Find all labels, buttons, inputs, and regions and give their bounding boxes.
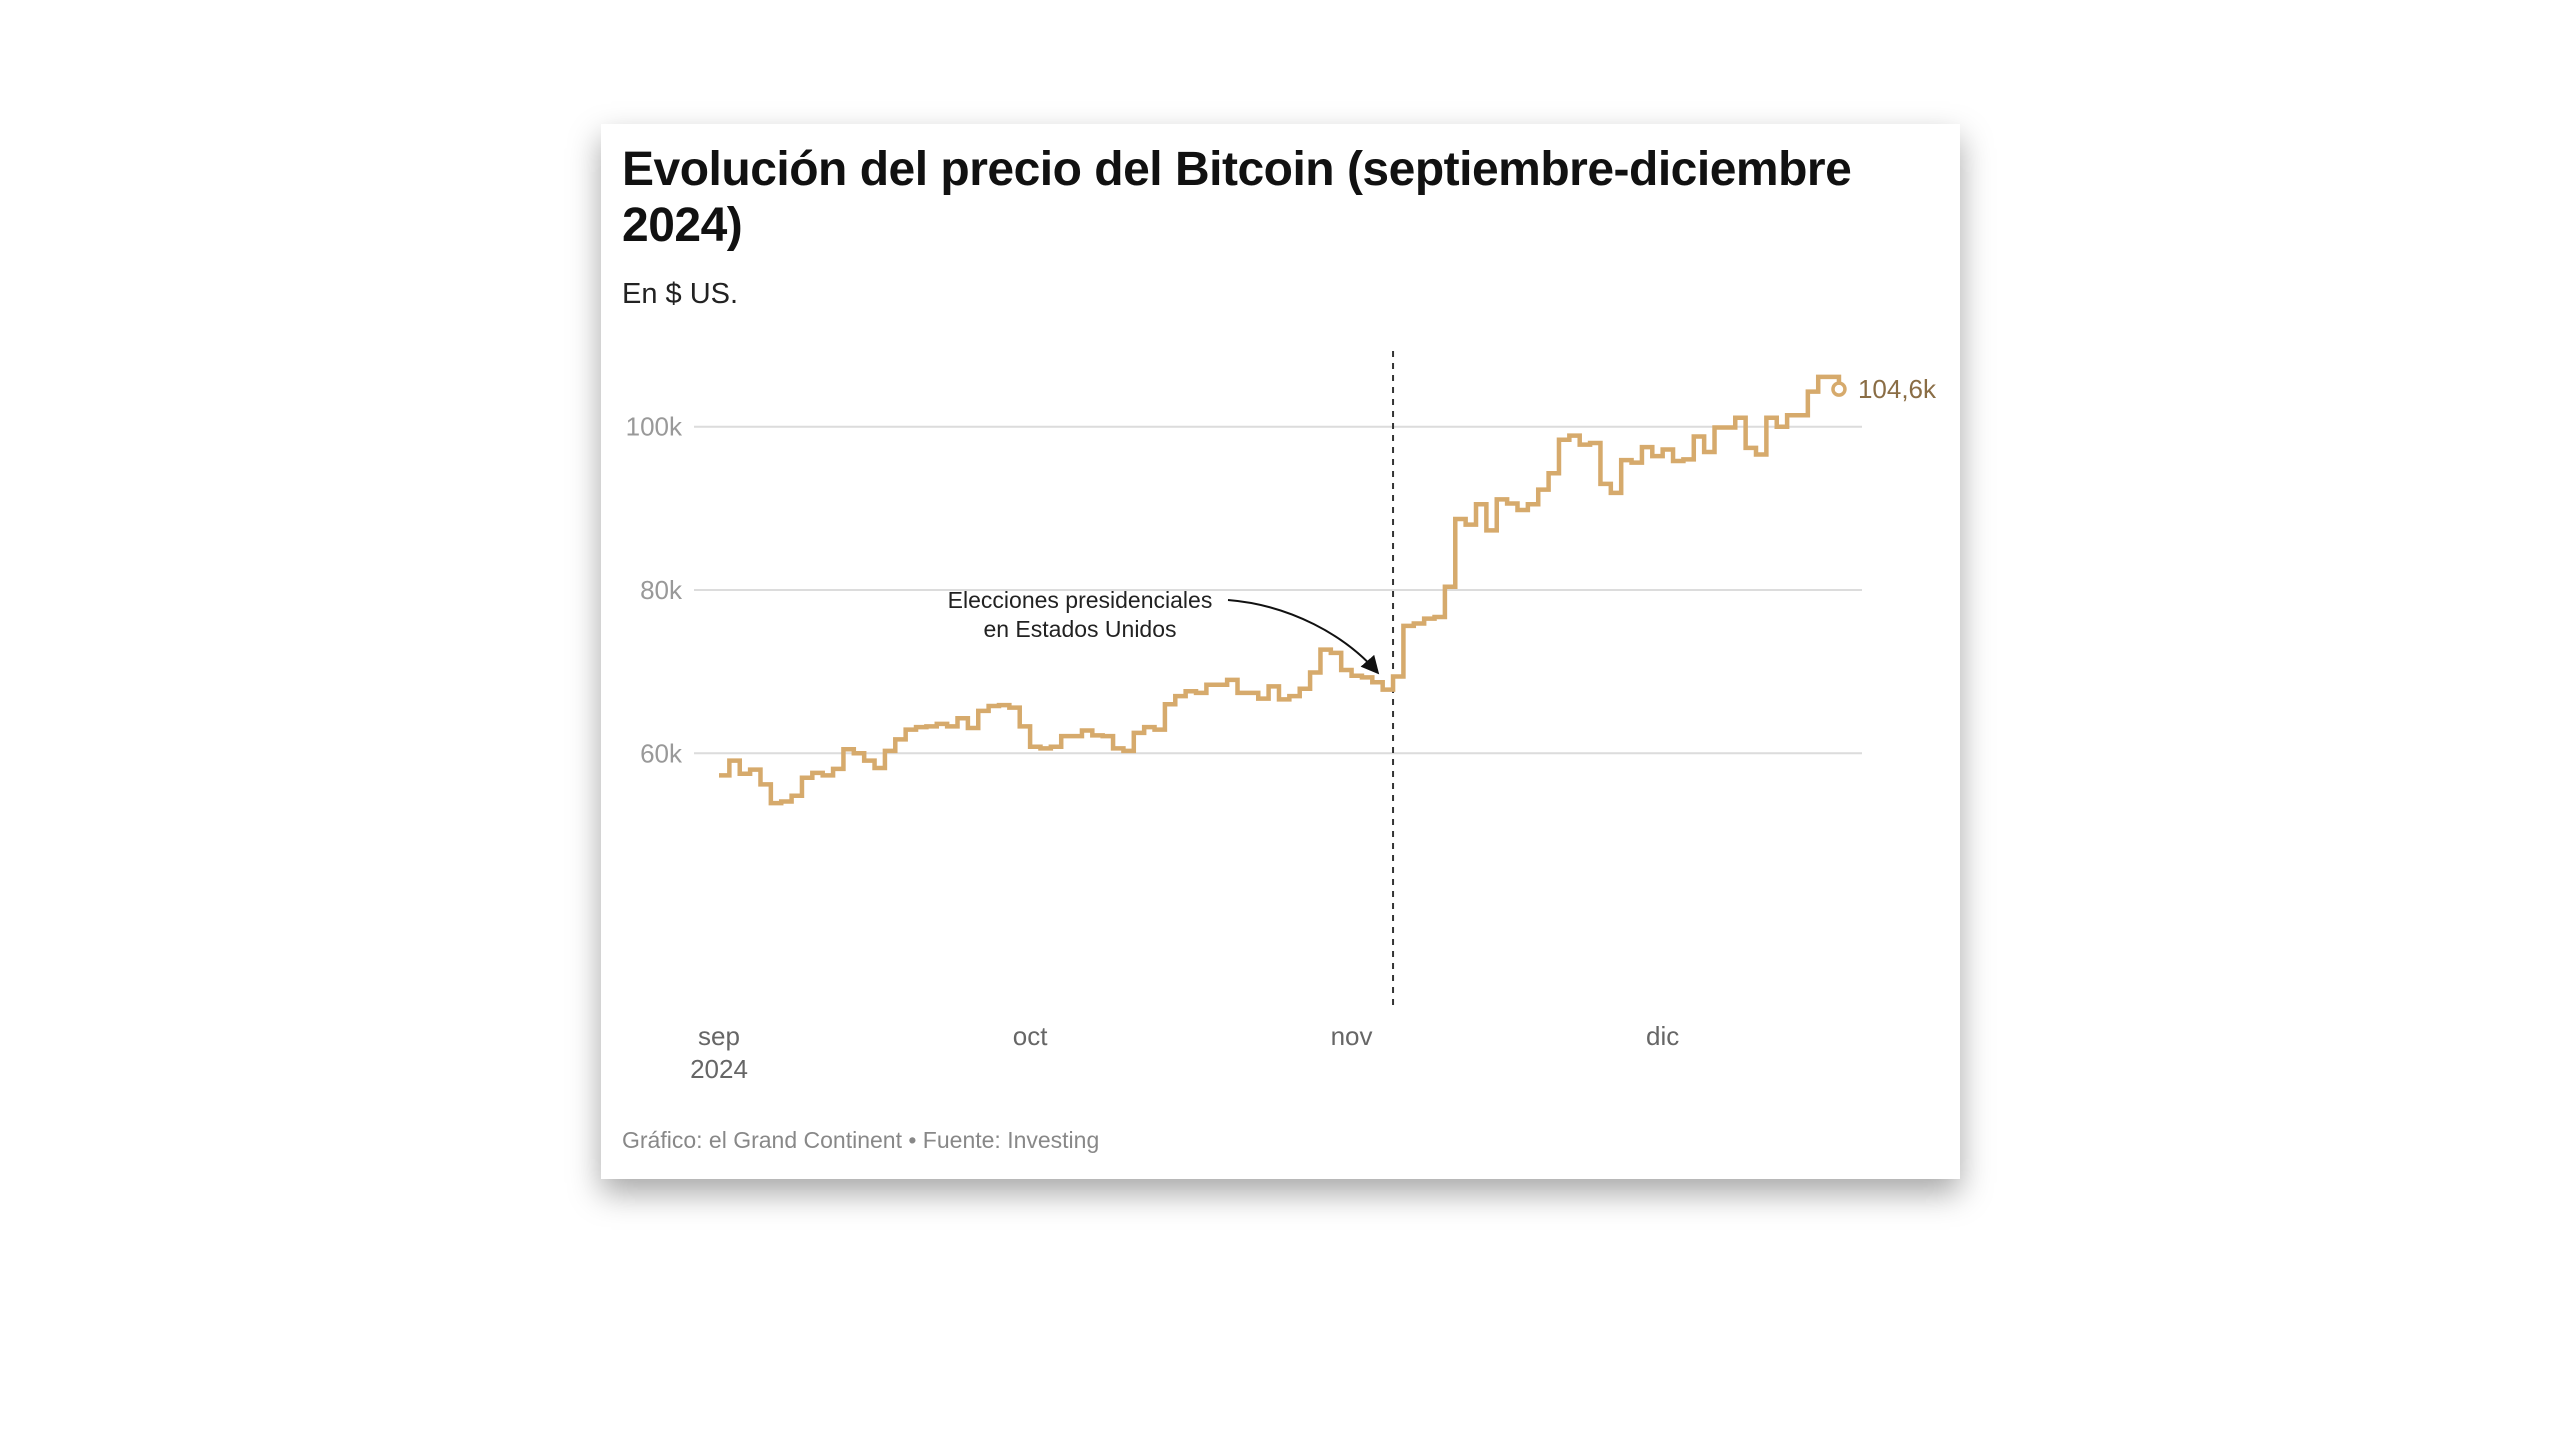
annotation-text: Elecciones presidenciales [948,587,1213,613]
annotation-text: en Estados Unidos [983,616,1176,642]
last-value-label: 104,6k [1858,374,1937,404]
chart-subtitle: En $ US. [622,278,739,310]
y-tick-label: 80k [640,575,683,605]
annotation-arrow [1227,599,1380,675]
last-point-marker [1831,381,1847,397]
chart-card [601,124,1960,1179]
x-tick-sublabel: 2024 [690,1054,748,1084]
x-tick-label: sep [698,1021,740,1051]
chart-title: Evolución del precio del Bitcoin (septie… [622,143,1852,252]
chart-source: Gráfico: el Grand Continent • Fuente: In… [622,1127,1100,1153]
y-tick-label: 100k [626,412,683,442]
y-tick-label: 60k [640,738,683,768]
x-tick-label: dic [1646,1021,1679,1051]
x-tick-label: nov [1331,1021,1373,1051]
x-tick-label: oct [1013,1021,1048,1051]
price-step-line [719,374,1842,806]
